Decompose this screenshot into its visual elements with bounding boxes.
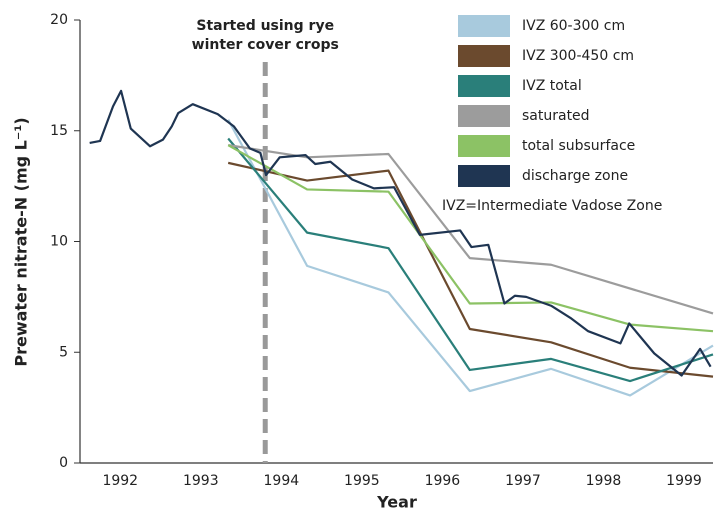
legend-label: IVZ total xyxy=(522,78,582,94)
annotation: winter cover crops xyxy=(192,37,339,53)
series-line xyxy=(227,161,714,378)
y-tick-label: 0 xyxy=(59,455,68,471)
annotation: Started using rye xyxy=(196,18,334,34)
legend-label: total subsurface xyxy=(522,138,635,154)
y-tick-label: 5 xyxy=(59,344,68,360)
x-tick-label: 1992 xyxy=(102,473,138,489)
x-tick-label: 1997 xyxy=(505,473,541,489)
y-tick-label: 20 xyxy=(50,12,68,28)
legend-swatch xyxy=(458,15,510,37)
x-tick-label: 1995 xyxy=(344,473,380,489)
x-tick-label: 1998 xyxy=(586,473,622,489)
legend-swatch xyxy=(458,135,510,157)
y-tick-label: 10 xyxy=(50,234,68,250)
x-tick-label: 1996 xyxy=(425,473,461,489)
legend-label: IVZ 300-450 cm xyxy=(522,48,634,64)
x-tick-label: 1999 xyxy=(666,473,702,489)
series-line xyxy=(227,137,714,383)
legend-label: discharge zone xyxy=(522,168,628,184)
legend-swatch xyxy=(458,165,510,187)
legend-swatch xyxy=(458,45,510,67)
series-line xyxy=(227,119,714,397)
legend-swatch xyxy=(458,75,510,97)
legend-swatch xyxy=(458,105,510,127)
series-line xyxy=(89,89,712,377)
legend-label: IVZ 60-300 cm xyxy=(522,18,625,34)
legend-note: IVZ=Intermediate Vadose Zone xyxy=(442,198,662,214)
y-axis-label: Prewater nitrate-N (mg L⁻¹) xyxy=(12,117,31,366)
y-tick-label: 15 xyxy=(50,123,68,139)
x-tick-label: 1993 xyxy=(183,473,219,489)
legend-label: saturated xyxy=(522,108,590,124)
x-axis-label: Year xyxy=(376,493,417,512)
x-tick-label: 1994 xyxy=(264,473,300,489)
